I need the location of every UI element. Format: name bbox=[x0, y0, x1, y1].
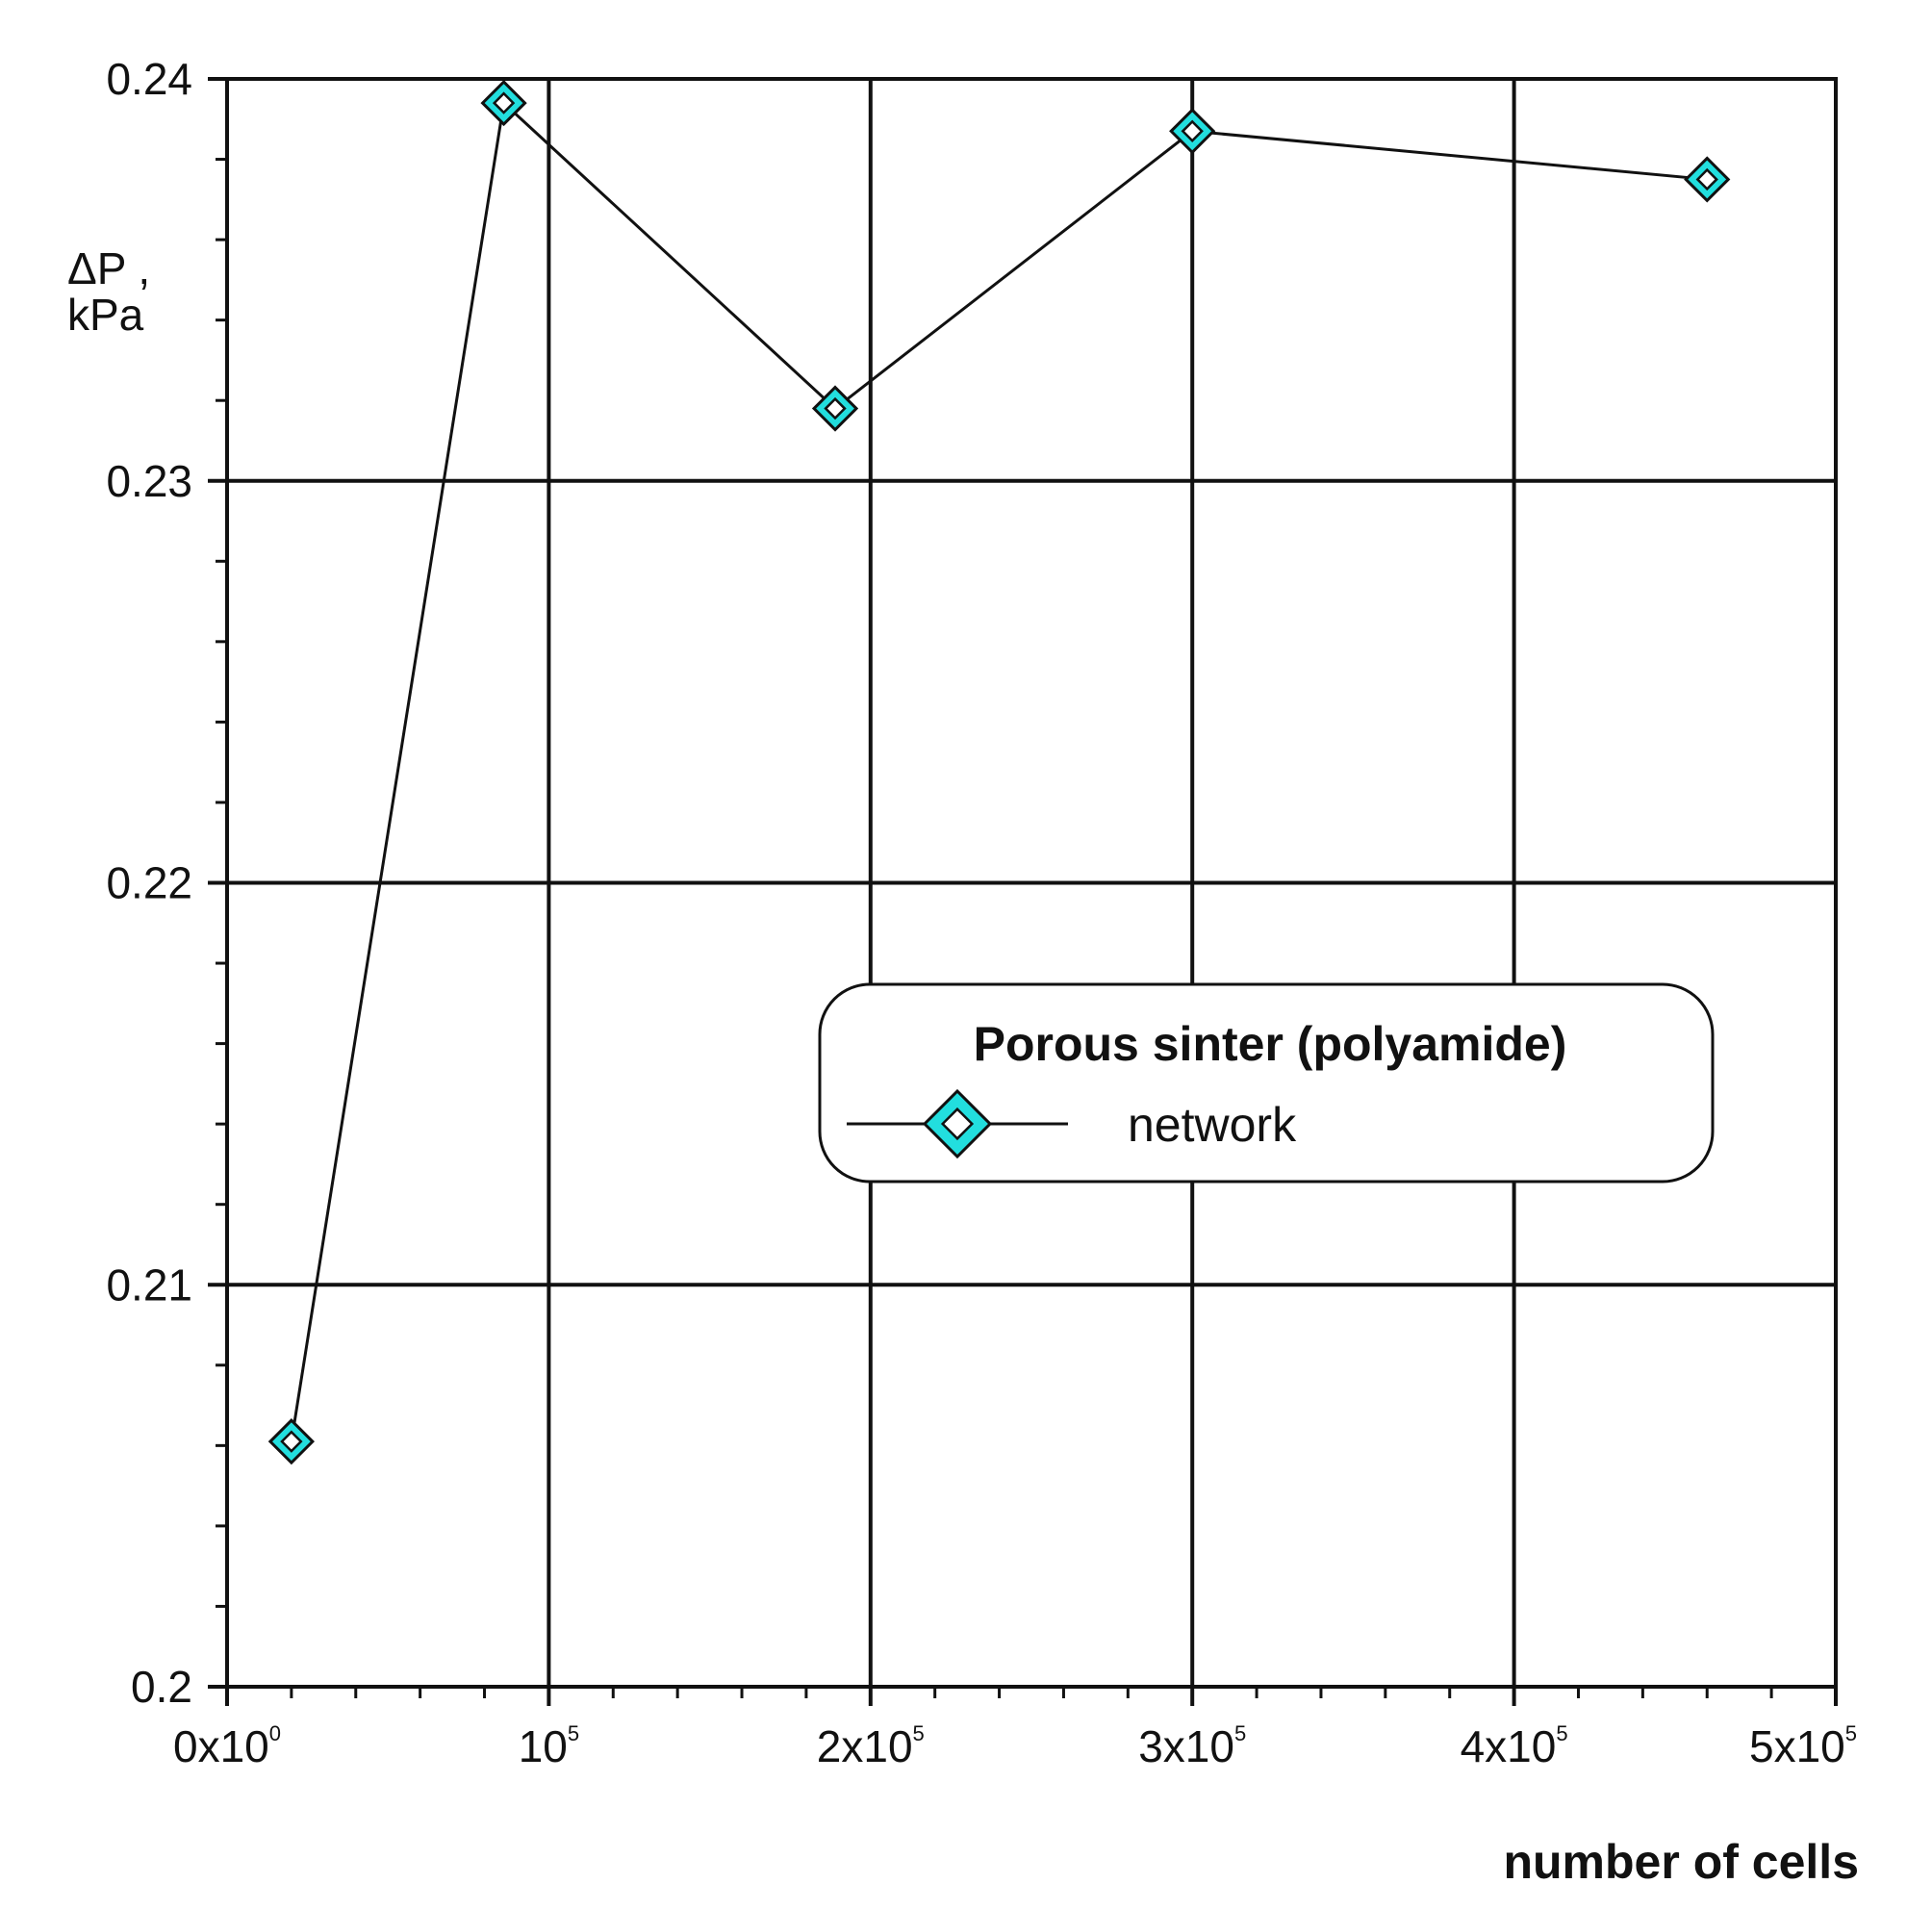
legend-series-label: network bbox=[1128, 1098, 1297, 1152]
y-tick-labels: 0.2 0.21 0.22 0.23 0.24 bbox=[106, 54, 192, 1712]
y-tick-label: 0.21 bbox=[106, 1260, 192, 1310]
x-tick-label: 3x105 bbox=[1138, 1721, 1246, 1771]
x-tick-label: 4x105 bbox=[1461, 1721, 1568, 1771]
y-tick-label: 0.23 bbox=[106, 456, 192, 506]
data-point bbox=[1684, 156, 1731, 203]
x-tick-label: 0x100 bbox=[173, 1721, 281, 1771]
x-tick-labels: 0x100 105 2x105 3x105 4x105 5x105 bbox=[173, 1721, 1857, 1771]
marker-inner bbox=[280, 1430, 303, 1453]
marker-inner bbox=[940, 1107, 975, 1141]
legend-marker bbox=[922, 1088, 993, 1159]
marker-inner bbox=[1695, 167, 1718, 191]
legend-title: Porous sinter (polyamide) bbox=[974, 1017, 1567, 1071]
data-point bbox=[480, 79, 527, 127]
marker-inner bbox=[1181, 119, 1204, 142]
y-tick-label: 0.22 bbox=[106, 858, 192, 908]
series-layer bbox=[267, 79, 1731, 1465]
data-point bbox=[811, 385, 859, 432]
legend: Porous sinter (polyamide) network bbox=[818, 982, 1715, 1184]
x-tick-label: 2x105 bbox=[817, 1721, 925, 1771]
data-point bbox=[1169, 108, 1216, 155]
marker-inner bbox=[824, 396, 847, 420]
y-axis-title: ΔP ,kPa bbox=[67, 243, 150, 340]
y-tick-label: 0.24 bbox=[106, 54, 192, 104]
legend-box bbox=[818, 982, 1715, 1184]
grid-lines bbox=[227, 79, 1836, 1687]
x-tick-label: 5x105 bbox=[1749, 1721, 1857, 1771]
x-tick-label: 105 bbox=[519, 1721, 579, 1771]
y-tick-label: 0.2 bbox=[131, 1662, 192, 1712]
y-axis-title-line: kPa bbox=[67, 290, 144, 340]
series-line bbox=[290, 100, 1708, 1442]
minor-ticks bbox=[208, 77, 1838, 1706]
y-axis-title-line: ΔP , bbox=[67, 243, 150, 293]
x-axis-title: number of cells bbox=[1503, 1835, 1859, 1889]
legend-diamond bbox=[922, 1088, 993, 1159]
plot-frame bbox=[225, 77, 1838, 1689]
data-point bbox=[267, 1418, 316, 1465]
marker-inner bbox=[492, 91, 516, 115]
